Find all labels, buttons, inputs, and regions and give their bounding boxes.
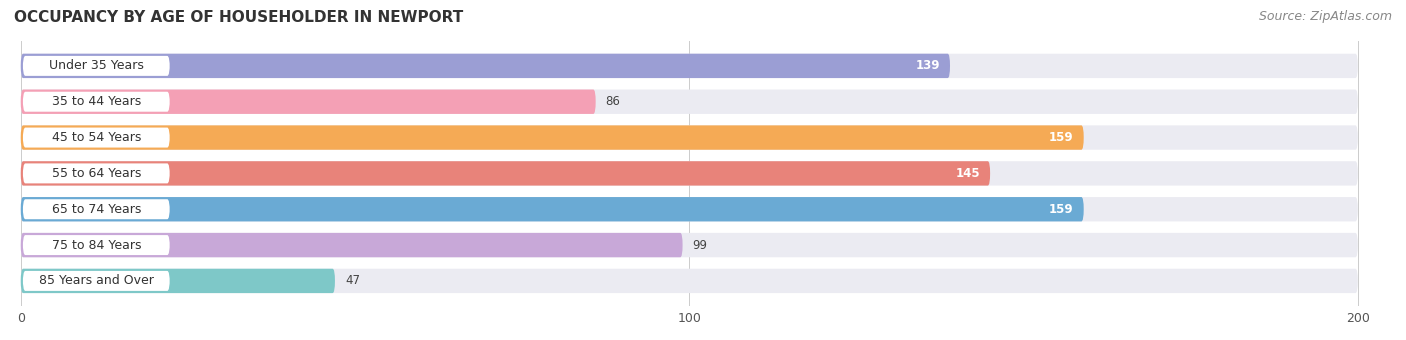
Text: 139: 139	[915, 59, 941, 72]
FancyBboxPatch shape	[21, 233, 682, 257]
Text: 75 to 84 Years: 75 to 84 Years	[52, 239, 141, 252]
FancyBboxPatch shape	[22, 199, 170, 219]
Text: 65 to 74 Years: 65 to 74 Years	[52, 203, 141, 216]
Text: 159: 159	[1049, 131, 1074, 144]
FancyBboxPatch shape	[21, 161, 1358, 186]
FancyBboxPatch shape	[22, 235, 170, 255]
FancyBboxPatch shape	[21, 197, 1358, 221]
FancyBboxPatch shape	[21, 161, 990, 186]
Text: Under 35 Years: Under 35 Years	[49, 59, 143, 72]
Text: 85 Years and Over: 85 Years and Over	[39, 274, 153, 287]
FancyBboxPatch shape	[21, 125, 1084, 150]
Text: 145: 145	[956, 167, 980, 180]
FancyBboxPatch shape	[21, 197, 1084, 221]
Text: 86: 86	[606, 95, 620, 108]
FancyBboxPatch shape	[21, 269, 335, 293]
FancyBboxPatch shape	[22, 56, 170, 76]
FancyBboxPatch shape	[21, 54, 950, 78]
Text: Source: ZipAtlas.com: Source: ZipAtlas.com	[1258, 10, 1392, 23]
FancyBboxPatch shape	[21, 233, 1358, 257]
Text: 47: 47	[344, 274, 360, 287]
FancyBboxPatch shape	[21, 89, 1358, 114]
Text: 99: 99	[693, 239, 707, 252]
Text: 159: 159	[1049, 203, 1074, 216]
FancyBboxPatch shape	[22, 128, 170, 148]
Text: 35 to 44 Years: 35 to 44 Years	[52, 95, 141, 108]
Text: 45 to 54 Years: 45 to 54 Years	[52, 131, 141, 144]
FancyBboxPatch shape	[21, 269, 1358, 293]
FancyBboxPatch shape	[21, 54, 1358, 78]
FancyBboxPatch shape	[22, 164, 170, 183]
Text: 55 to 64 Years: 55 to 64 Years	[52, 167, 141, 180]
Text: OCCUPANCY BY AGE OF HOUSEHOLDER IN NEWPORT: OCCUPANCY BY AGE OF HOUSEHOLDER IN NEWPO…	[14, 10, 464, 25]
FancyBboxPatch shape	[22, 92, 170, 112]
FancyBboxPatch shape	[21, 89, 596, 114]
FancyBboxPatch shape	[21, 125, 1358, 150]
FancyBboxPatch shape	[22, 271, 170, 291]
